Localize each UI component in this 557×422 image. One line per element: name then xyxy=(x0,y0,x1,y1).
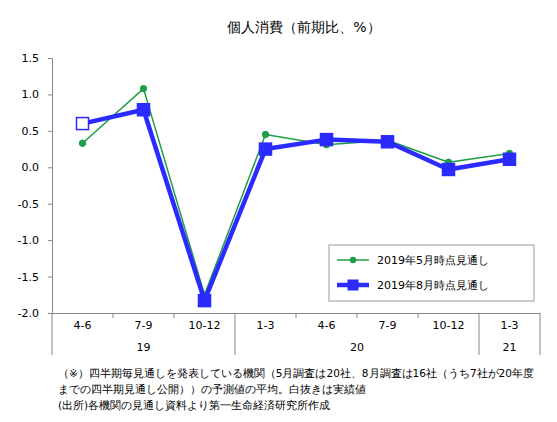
chart: 個人消費（前期比、%） 1.5 1.0 0.5 0.0 -0.5 -1.0 -1.5 -2.0 4… xyxy=(0,0,557,422)
series-marker xyxy=(260,143,272,155)
quarter-separator xyxy=(357,313,358,318)
note: (出所)各機関の見通し資料より第一生命経済研究所作成 xyxy=(58,399,330,411)
x-tick-label: 7-9 xyxy=(135,319,153,332)
series-marker xyxy=(321,134,333,146)
y-tick: -1.5 xyxy=(18,271,52,284)
y-tick-label: -1.5 xyxy=(18,271,39,284)
y-tick: -0.5 xyxy=(18,198,52,211)
y-tick-label: -0.5 xyxy=(18,198,39,211)
year-label: 21 xyxy=(503,341,517,354)
note: までの四半期見通し公開））の予測値の平均。白抜きは実績値 xyxy=(58,383,366,395)
y-tick-label: -2.0 xyxy=(18,307,39,320)
y-axis-line xyxy=(48,59,53,314)
x-separators xyxy=(52,313,540,355)
series-marker xyxy=(77,118,89,130)
title: 個人消費（前期比、%） xyxy=(227,19,380,35)
series-marker xyxy=(199,295,211,307)
y-tick-label: -1.0 xyxy=(18,234,39,247)
y-tick-mark xyxy=(48,131,52,132)
y-tick-mark xyxy=(48,313,52,314)
x-tick: 10-12 xyxy=(433,313,465,332)
y-tick-label: 1.5 xyxy=(22,52,40,65)
x-tick: 7-9 xyxy=(379,313,397,332)
y-axis: 1.5 1.0 0.5 0.0 -0.5 -1.0 -1.5 -2.0 xyxy=(18,52,53,320)
y-tick-mark xyxy=(48,94,52,95)
x-tick: 1-3 xyxy=(257,313,275,332)
y-tick: 0.0 xyxy=(22,161,53,174)
y-tick: 1.5 xyxy=(22,52,53,65)
y-tick-label: 1.0 xyxy=(22,88,40,101)
x-tick: 7-9 xyxy=(135,313,153,332)
x-tick-label: 4-6 xyxy=(318,319,336,332)
quarter-separator xyxy=(418,313,419,318)
legend-label: 2019年5月時点見通し xyxy=(377,254,489,267)
year-separator xyxy=(479,313,480,355)
y-tick-label: 0.5 xyxy=(22,125,40,138)
y-tick: -1.0 xyxy=(18,234,52,247)
y-tick-mark xyxy=(48,167,52,168)
y-tick-mark xyxy=(48,277,52,278)
x-tick-label: 10-12 xyxy=(189,319,221,332)
x-tick-label: 4-6 xyxy=(74,319,92,332)
year-label: 20 xyxy=(350,341,364,354)
y-tick-mark xyxy=(48,204,52,205)
x-tick-label: 1-3 xyxy=(501,319,519,332)
note: （※）四半期毎見通しを発表している機関（5月調査は20社、8月調査は16社（うち… xyxy=(58,367,534,380)
y-tick-mark xyxy=(48,240,52,241)
year-separator xyxy=(235,313,236,355)
series-marker xyxy=(140,85,146,91)
quarter-separator xyxy=(296,313,297,318)
year-separator xyxy=(52,313,53,355)
x-tick-label: 10-12 xyxy=(433,319,465,332)
y-tick: 1.0 xyxy=(22,88,53,101)
quarter-separator xyxy=(113,313,114,318)
series-marker xyxy=(262,131,268,137)
series-marker xyxy=(443,163,455,175)
x-tick: 4-6 xyxy=(74,313,92,332)
x-tick: 10-12 xyxy=(189,313,221,332)
quarter-separator xyxy=(174,313,175,318)
x-tick: 1-3 xyxy=(501,313,519,332)
year-separator xyxy=(540,313,541,355)
x-tick-label: 1-3 xyxy=(257,319,275,332)
year-label: 19 xyxy=(137,341,151,354)
legend-marker xyxy=(348,280,358,290)
x-axis: 4-6 7-9 10-12 1-3 4-6 7-9 10-12 1-3 xyxy=(53,313,541,332)
series-marker xyxy=(138,104,150,116)
series-marker xyxy=(382,136,394,148)
x-tick: 4-6 xyxy=(318,313,336,332)
legend-box xyxy=(329,245,534,301)
y-tick: 0.5 xyxy=(22,125,53,138)
legend-label: 2019年8月時点見通し xyxy=(377,279,489,292)
legend-marker xyxy=(350,257,356,263)
legend: 2019年5月時点見通し 2019年8月時点見通し xyxy=(329,245,534,301)
y-tick-label: 0.0 xyxy=(22,161,40,174)
x-tick-label: 7-9 xyxy=(379,319,397,332)
series-marker xyxy=(504,153,516,165)
series-marker xyxy=(79,140,85,146)
y-tick-mark xyxy=(48,58,52,59)
y-tick: -2.0 xyxy=(18,307,52,320)
